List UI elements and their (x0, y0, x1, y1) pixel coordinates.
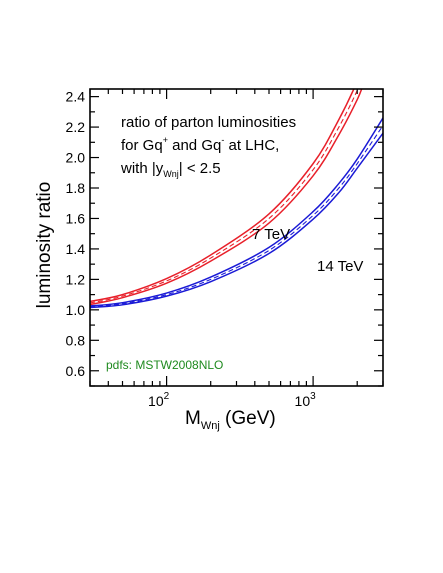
annotation-line-3: with |yWnj| < 2.5 (120, 160, 221, 179)
y-tick-label: 0.8 (66, 332, 86, 348)
series-label-14tev: 14 TeV (317, 258, 363, 275)
y-tick-label: 1.6 (66, 210, 86, 226)
annotation-line-2: for Gq+ and Gq- at LHC, (121, 135, 279, 154)
series-7tev-lower-band (90, 89, 363, 306)
annotation-line-2-sup2: - (221, 135, 224, 145)
x-tick-label-exp: 3 (310, 391, 316, 402)
y-axis-label: luminosity ratio (34, 182, 55, 309)
y-tick-label: 1.8 (66, 180, 86, 196)
annotation-line-3-b: | < 2.5 (179, 160, 221, 177)
x-axis-label-sub: Wnj (201, 420, 220, 432)
x-tick-label-exp: 2 (164, 391, 170, 402)
annotation-line-2-c: at LHC, (224, 137, 279, 154)
x-axis-label-main: M (185, 408, 201, 429)
x-tick-label: 103 (295, 391, 317, 409)
annotation-line-2-b: and Gq (168, 137, 221, 154)
series-label-7tev: 7 TeV (252, 226, 290, 243)
series-14tev-lower-band (90, 132, 383, 309)
y-tick-label: 2.2 (66, 119, 86, 135)
x-axis-label: MWnj (GeV) (185, 408, 276, 432)
series-7tev-central (90, 89, 359, 304)
pdf-label: pdfs: MSTW2008NLO (106, 358, 223, 372)
x-tick-label: 102 (148, 391, 170, 409)
annotation-line-3-a: with |y (120, 160, 164, 177)
y-tick-label: 2.4 (66, 89, 86, 105)
annotation-line-1: ratio of parton luminosities (121, 114, 296, 131)
curves-layer (90, 89, 383, 309)
x-tick-label-base: 10 (148, 393, 164, 409)
annotation-line-2-a: for Gq (121, 137, 163, 154)
y-tick-label: 1.2 (66, 271, 86, 287)
x-axis-label-unit: (GeV) (220, 408, 276, 429)
y-tick-label: 2.0 (66, 150, 86, 166)
annotation-line-3-sub: Wnj (163, 169, 179, 179)
x-tick-label-base: 10 (295, 393, 311, 409)
y-tick-label: 1.4 (66, 241, 86, 257)
series-7tev-upper-band (90, 89, 355, 303)
series-14tev-upper-band (90, 117, 383, 307)
y-tick-label: 0.6 (66, 363, 86, 379)
y-tick-label: 1.0 (66, 302, 86, 318)
annotation-line-2-sup1: + (163, 135, 168, 145)
